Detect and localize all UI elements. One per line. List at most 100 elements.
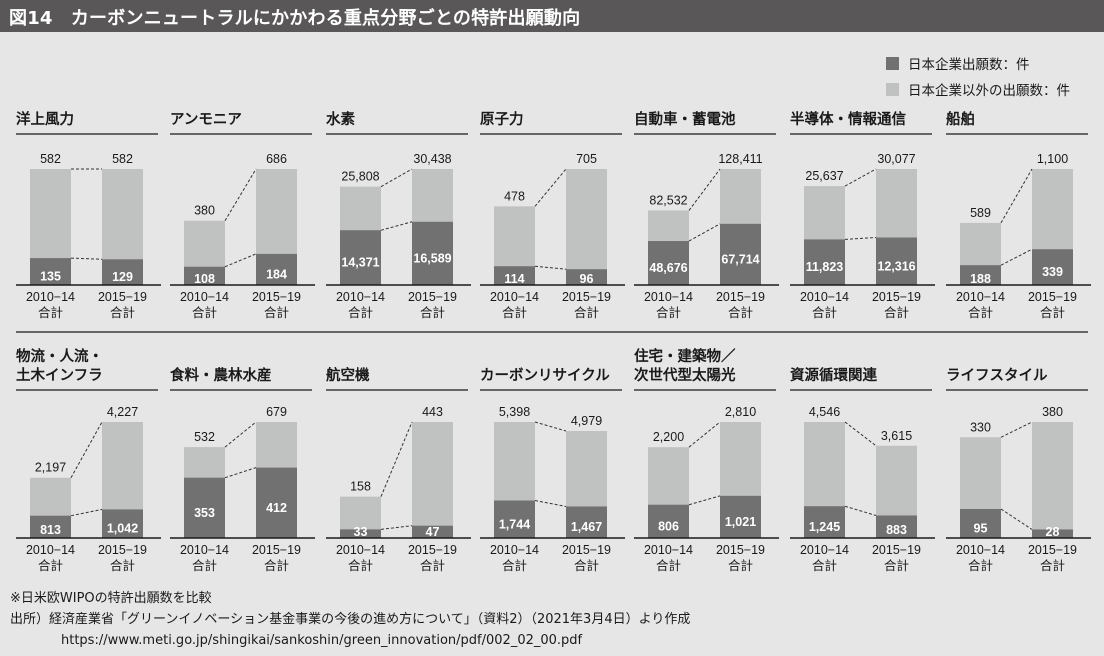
category-label: 合計 (38, 305, 63, 320)
category-label: 2015−19 (716, 290, 765, 304)
japan-label: 16,589 (413, 251, 451, 265)
connector-japan (844, 505, 877, 516)
bar-japan (876, 515, 917, 538)
panel-title: カーボンリサイクル (480, 368, 610, 384)
japan-label: 67,714 (721, 252, 759, 266)
connector-japan (844, 237, 877, 240)
bar-japan (184, 266, 225, 285)
legend: 日本企業出願数：件 日本企業以外の出願数：件 (886, 50, 1070, 102)
category-label: 合計 (1040, 305, 1065, 320)
total-label: 158 (350, 480, 371, 494)
total-label: 2,810 (725, 405, 756, 419)
bar-total (1032, 422, 1073, 538)
total-label: 82,532 (649, 193, 687, 207)
category-label: 合計 (968, 305, 993, 320)
connector-japan (70, 257, 103, 260)
category-label: 合計 (264, 558, 289, 573)
bar-japan (566, 506, 607, 538)
total-label: 686 (266, 152, 287, 166)
japan-label: 1,021 (725, 515, 756, 529)
bar-japan (184, 477, 225, 538)
connector-japan (380, 221, 413, 231)
total-label: 25,808 (341, 170, 379, 184)
category-label: 合計 (574, 305, 599, 320)
category-label: 合計 (574, 558, 599, 573)
category-label: 合計 (728, 558, 753, 573)
legend-swatch-other (886, 82, 899, 96)
panel-title: 自動車・蓄電池 (634, 112, 736, 128)
japan-label: 1,467 (571, 520, 602, 534)
japan-label: 813 (40, 523, 61, 537)
category-label: 2010−14 (336, 290, 385, 304)
bar-japan (1032, 249, 1073, 285)
japan-label: 353 (194, 506, 215, 520)
source-text: 出所）経済産業省「グリーンイノベーション基金事業の今後の進め方について」（資料2… (10, 612, 691, 627)
category-label: 2010−14 (26, 290, 75, 304)
panel-title: 原子力 (480, 112, 524, 128)
category-label: 2010−14 (956, 543, 1005, 557)
japan-label: 188 (970, 272, 991, 286)
figure-title-bar: 図14 カーボンニュートラルにかかわる重点分野ごとの特許出願動向 (0, 0, 1104, 32)
connector-total (1000, 421, 1033, 438)
category-label: 合計 (264, 305, 289, 320)
japan-label: 806 (658, 519, 679, 533)
legend-item-other: 日本企業以外の出願数：件 (886, 76, 1070, 102)
japan-label: 412 (266, 501, 287, 515)
japan-label: 95 (974, 522, 988, 536)
panel-title: 住宅・建築物／ (634, 349, 736, 365)
panel-title: 半導体・情報通信 (790, 112, 906, 128)
legend-label-japan: 日本企業出願数：件 (908, 57, 1030, 73)
japan-label: 11,823 (806, 260, 844, 274)
bar-japan (102, 509, 143, 538)
category-label: 合計 (884, 305, 909, 320)
panel-title: 食料・農林水産 (170, 368, 272, 384)
bar-japan (566, 269, 607, 285)
category-label: 2010−14 (180, 543, 229, 557)
japan-label: 28 (1046, 525, 1060, 539)
bar-japan (720, 223, 761, 285)
total-label: 679 (266, 405, 287, 419)
category-label: 2010−14 (180, 290, 229, 304)
total-label: 330 (970, 420, 991, 434)
japan-label: 96 (580, 272, 594, 286)
total-label: 532 (194, 430, 215, 444)
category-label: 2015−19 (1028, 543, 1077, 557)
bar-japan (412, 221, 453, 285)
panel-title: 洋上風力 (16, 112, 74, 128)
panel-title: アンモニア (170, 112, 242, 128)
japan-label: 184 (266, 267, 287, 281)
total-label: 5,398 (499, 405, 530, 419)
connector-japan (1000, 248, 1033, 266)
total-label: 4,979 (571, 414, 602, 428)
category-label: 2010−14 (800, 290, 849, 304)
bar-japan (960, 509, 1001, 538)
category-label: 合計 (502, 305, 527, 320)
category-label: 2015−19 (98, 290, 147, 304)
total-label: 380 (194, 204, 215, 218)
category-label: 2010−14 (800, 543, 849, 557)
japan-label: 1,245 (809, 520, 840, 534)
connector-japan (224, 253, 257, 268)
total-label: 478 (504, 189, 525, 203)
bar-japan (648, 504, 689, 538)
bar-japan (256, 253, 297, 285)
bar-japan (256, 467, 297, 538)
connector-japan (688, 495, 721, 506)
bar-japan (340, 230, 381, 285)
category-label: 合計 (110, 305, 135, 320)
bar-japan (102, 259, 143, 285)
connector-total (70, 421, 103, 478)
japan-label: 48,676 (649, 261, 687, 275)
total-label: 2,200 (653, 430, 684, 444)
panel-title: 資源循環関連 (790, 368, 877, 384)
total-label: 30,438 (413, 152, 451, 166)
connector-total (688, 168, 721, 211)
category-label: 合計 (884, 558, 909, 573)
bar-japan (876, 237, 917, 285)
category-label: 合計 (728, 305, 753, 320)
panel-title: 土木インフラ (16, 368, 103, 384)
legend-swatch-japan (886, 56, 899, 70)
category-label: 2010−14 (644, 290, 693, 304)
category-label: 2015−19 (252, 543, 301, 557)
